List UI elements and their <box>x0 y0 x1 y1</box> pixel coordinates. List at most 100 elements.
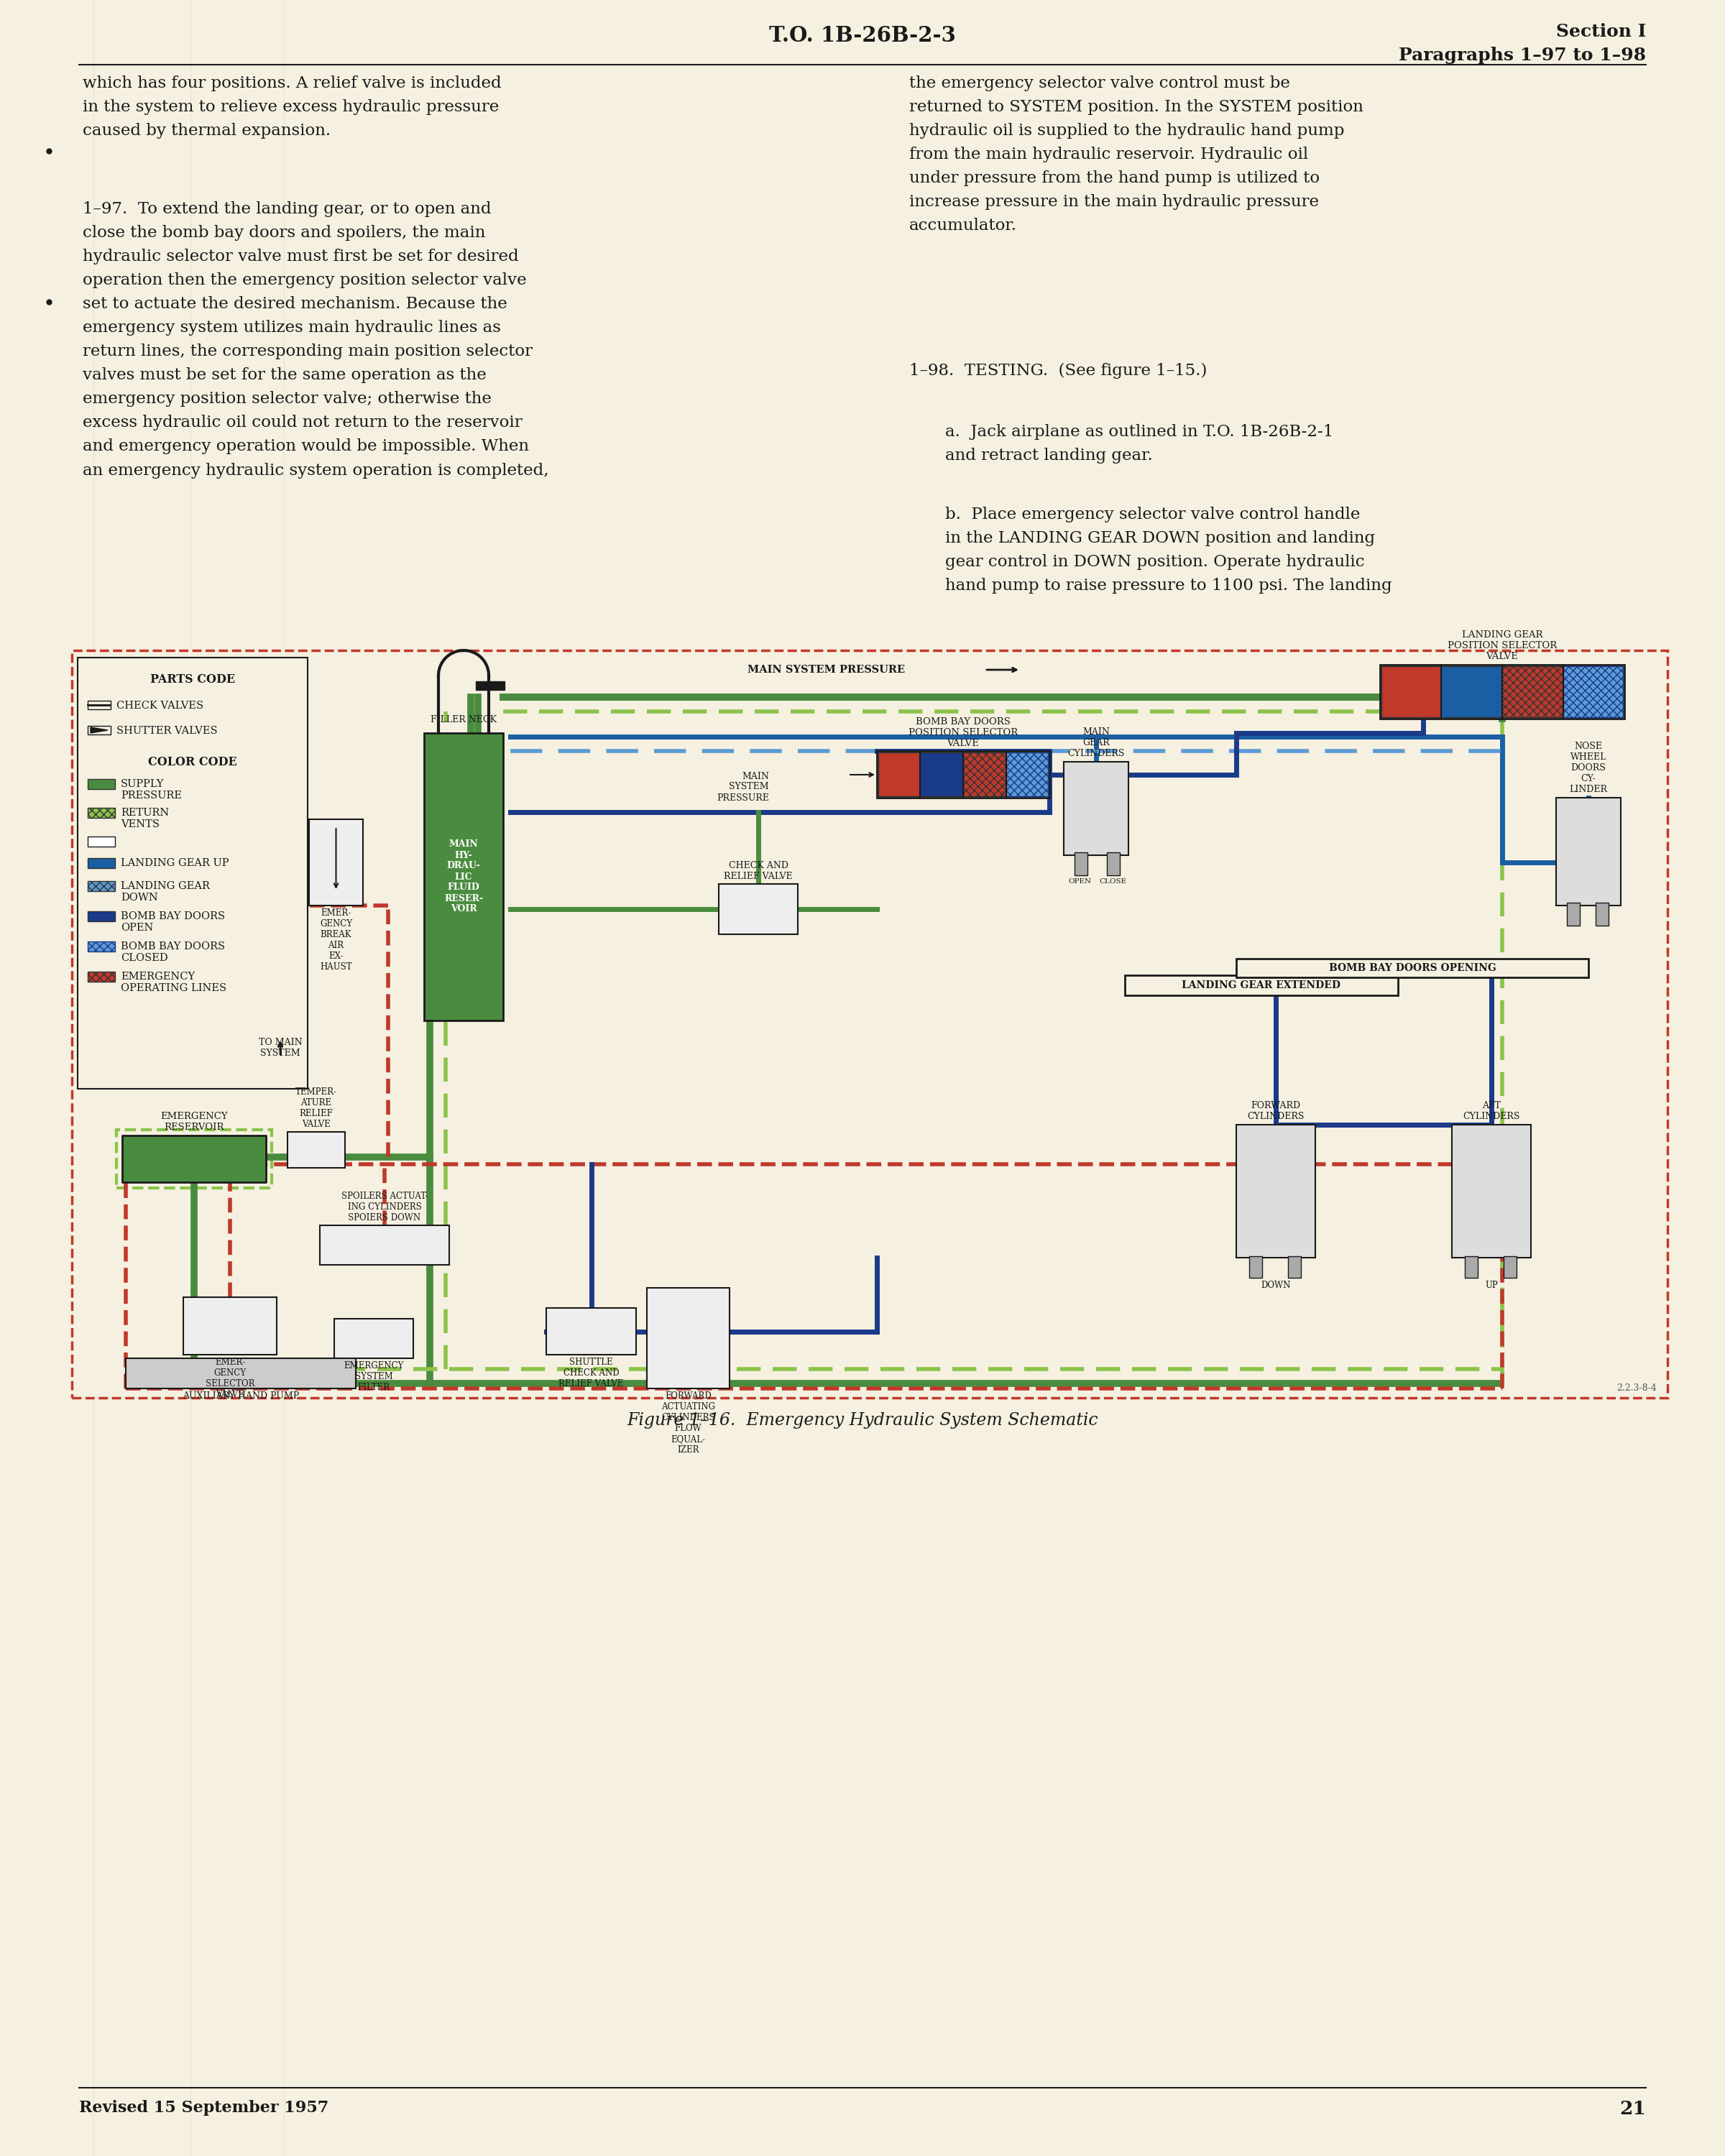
Bar <box>876 750 1049 798</box>
Bar <box>1465 1257 1478 1279</box>
Text: EMERGENCY
SYSTEM
FILTER: EMERGENCY SYSTEM FILTER <box>343 1360 404 1393</box>
Text: SHUTTER VALVES: SHUTTER VALVES <box>117 727 217 735</box>
Text: 1–97.  To extend the landing gear, or to open and
close the bomb bay doors and s: 1–97. To extend the landing gear, or to … <box>83 201 549 479</box>
Text: SPOILERS ACTUAT-
ING CYLINDERS
SPOIERS DOWN: SPOILERS ACTUAT- ING CYLINDERS SPOIERS D… <box>342 1192 428 1222</box>
Text: b.  Place emergency selector valve control handle
in the LANDING GEAR DOWN posit: b. Place emergency selector valve contro… <box>945 507 1392 593</box>
Text: UP: UP <box>1485 1281 1497 1289</box>
Text: EMERGENCY
RESERVOIR: EMERGENCY RESERVOIR <box>160 1112 228 1132</box>
Text: MAIN SYSTEM PRESSURE: MAIN SYSTEM PRESSURE <box>747 664 906 675</box>
Text: OPEN: OPEN <box>1068 877 1092 884</box>
Text: MAIN
GEAR
CYLINDERS: MAIN GEAR CYLINDERS <box>1068 727 1125 759</box>
Text: TEMPER-
ATURE
RELIEF
VALVE: TEMPER- ATURE RELIEF VALVE <box>295 1087 336 1130</box>
Bar <box>126 1358 355 1388</box>
Bar <box>878 752 919 796</box>
Text: FILLER NECK: FILLER NECK <box>431 716 497 724</box>
Bar <box>719 884 797 934</box>
Bar <box>1382 666 1440 718</box>
Text: 1–98.  TESTING.  (See figure 1–15.): 1–98. TESTING. (See figure 1–15.) <box>909 362 1207 379</box>
Text: CLOSE: CLOSE <box>1099 877 1126 884</box>
Bar <box>1380 664 1625 718</box>
Text: BOMB BAY DOORS
CLOSED: BOMB BAY DOORS CLOSED <box>121 942 224 964</box>
Bar <box>1237 1125 1316 1257</box>
Polygon shape <box>91 727 107 733</box>
Bar <box>1075 852 1087 875</box>
Bar <box>88 858 116 869</box>
Text: SHUTTLE
CHECK AND
RELIEF VALVE: SHUTTLE CHECK AND RELIEF VALVE <box>559 1358 624 1388</box>
Text: Revised 15 September 1957: Revised 15 September 1957 <box>79 2100 329 2115</box>
Bar <box>1566 903 1580 925</box>
Bar <box>1440 666 1502 718</box>
Bar <box>88 942 116 951</box>
Bar <box>72 651 1668 1397</box>
Bar <box>1452 1125 1532 1257</box>
Bar <box>319 1225 448 1266</box>
Text: LANDING GEAR
POSITION SELECTOR
VALVE: LANDING GEAR POSITION SELECTOR VALVE <box>1447 630 1558 662</box>
Text: COLOR CODE: COLOR CODE <box>148 757 236 768</box>
Text: BOMB BAY DOORS
POSITION SELECTOR
VALVE: BOMB BAY DOORS POSITION SELECTOR VALVE <box>909 718 1018 748</box>
Bar <box>1556 798 1622 906</box>
Text: MAIN
SYSTEM
PRESSURE: MAIN SYSTEM PRESSURE <box>716 772 769 802</box>
Text: SUPPLY
PRESSURE: SUPPLY PRESSURE <box>121 778 181 800</box>
Bar <box>88 808 116 817</box>
Bar <box>88 972 116 981</box>
Text: BOMB BAY DOORS OPENING: BOMB BAY DOORS OPENING <box>1328 964 1496 972</box>
Bar <box>288 1132 345 1169</box>
Text: a.  Jack airplane as outlined in T.O. 1B-26B-2-1
and retract landing gear.: a. Jack airplane as outlined in T.O. 1B-… <box>945 425 1333 464</box>
Text: CHECK AND
RELIEF VALVE: CHECK AND RELIEF VALVE <box>724 860 794 882</box>
Text: FORWARD
ACTUATING
CYLINDERS
FLOW
EQUAL-
IZER: FORWARD ACTUATING CYLINDERS FLOW EQUAL- … <box>661 1391 716 1455</box>
Text: EMER-
GENCY
BREAK
AIR
EX-
HAUST: EMER- GENCY BREAK AIR EX- HAUST <box>319 908 352 972</box>
Bar <box>183 1298 276 1354</box>
Text: NOSE
WHEEL
DOORS
CY-
LINDER: NOSE WHEEL DOORS CY- LINDER <box>1570 742 1608 793</box>
Text: EMERGENCY
OPERATING LINES: EMERGENCY OPERATING LINES <box>121 972 226 994</box>
Bar <box>335 1319 414 1358</box>
Bar <box>309 819 362 906</box>
Text: 21: 21 <box>1620 2100 1646 2117</box>
Text: Figure 1–16.  Emergency Hydraulic System Schematic: Figure 1–16. Emergency Hydraulic System … <box>626 1412 1099 1429</box>
Bar <box>88 778 116 789</box>
Text: AFT
CYLINDERS: AFT CYLINDERS <box>1463 1102 1520 1121</box>
Text: CHECK VALVES: CHECK VALVES <box>117 701 204 711</box>
Bar <box>1596 903 1609 925</box>
Bar <box>1006 752 1049 796</box>
Text: LANDING GEAR EXTENDED: LANDING GEAR EXTENDED <box>1182 981 1340 990</box>
Bar <box>1289 1257 1301 1279</box>
Text: T.O. 1B-26B-2-3: T.O. 1B-26B-2-3 <box>769 26 956 45</box>
Bar <box>88 727 110 735</box>
Bar <box>963 752 1006 796</box>
Bar <box>88 882 116 890</box>
Bar <box>1504 1257 1516 1279</box>
Text: PARTS CODE: PARTS CODE <box>150 673 235 686</box>
Text: LANDING GEAR
DOWN: LANDING GEAR DOWN <box>121 882 210 903</box>
Bar <box>1064 761 1128 856</box>
Text: Section I: Section I <box>1556 24 1646 41</box>
Text: TO MAIN
SYSTEM: TO MAIN SYSTEM <box>259 1037 302 1059</box>
Text: the emergency selector valve control must be
returned to SYSTEM position. In the: the emergency selector valve control mus… <box>909 75 1363 233</box>
Text: which has four positions. A relief valve is included
in the system to relieve ex: which has four positions. A relief valve… <box>83 75 502 138</box>
Text: MAIN
HY-
DRAU-
LIC
FLUID
RESER-
VOIR: MAIN HY- DRAU- LIC FLUID RESER- VOIR <box>445 841 483 914</box>
Bar <box>919 752 963 796</box>
Text: BOMB BAY DOORS
OPEN: BOMB BAY DOORS OPEN <box>121 912 224 934</box>
Bar <box>1563 666 1623 718</box>
Bar <box>1502 666 1563 718</box>
Text: FORWARD
CYLINDERS: FORWARD CYLINDERS <box>1247 1102 1304 1121</box>
Bar <box>476 681 505 690</box>
Bar <box>1107 852 1120 875</box>
Bar <box>88 837 116 847</box>
Bar <box>424 733 504 1020</box>
Bar <box>117 1130 273 1188</box>
Bar <box>647 1287 730 1388</box>
Bar <box>547 1309 637 1354</box>
Text: DOWN: DOWN <box>1261 1281 1290 1289</box>
Bar <box>1249 1257 1263 1279</box>
Bar <box>78 658 307 1089</box>
Text: Paragraphs 1–97 to 1–98: Paragraphs 1–97 to 1–98 <box>1399 47 1646 65</box>
Text: AUXILIARY HAND PUMP: AUXILIARY HAND PUMP <box>183 1391 298 1401</box>
Text: 2.2.3-8-4: 2.2.3-8-4 <box>1616 1384 1656 1393</box>
Text: LANDING GEAR UP: LANDING GEAR UP <box>121 858 229 869</box>
Bar <box>1125 975 1397 996</box>
Bar <box>1237 959 1589 977</box>
Bar <box>88 701 110 709</box>
Text: EMER-
GENCY
SELECTOR
VALVE: EMER- GENCY SELECTOR VALVE <box>205 1358 255 1399</box>
Bar <box>122 1136 266 1181</box>
Bar <box>88 912 116 921</box>
